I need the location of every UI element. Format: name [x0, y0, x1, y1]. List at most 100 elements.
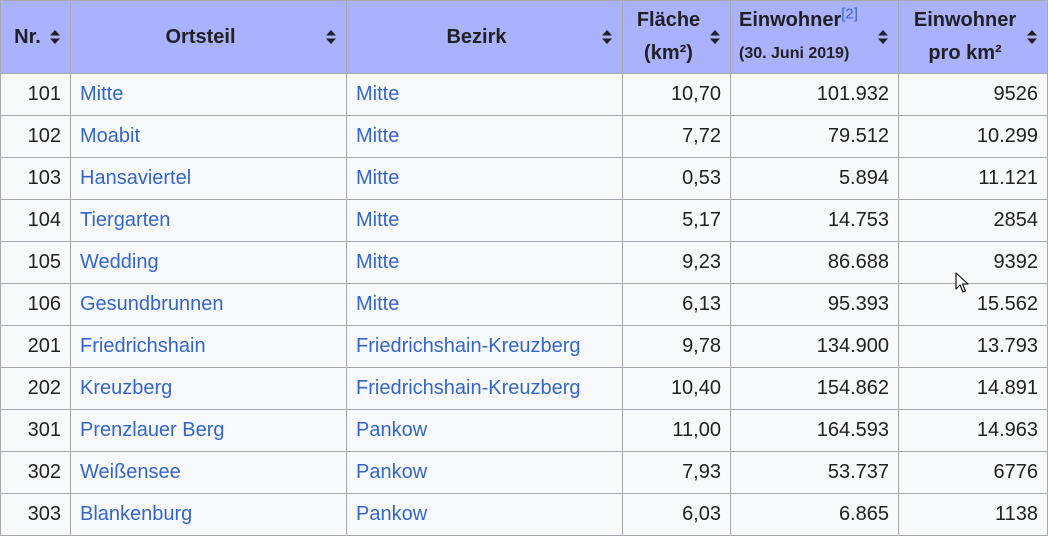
cell-dichte: 6776	[898, 451, 1048, 494]
bezirk-link[interactable]: Pankow	[356, 503, 428, 525]
cell-einwohner: 86.688	[730, 241, 899, 284]
cell-nr: 105	[0, 241, 71, 284]
column-header-label: Ortsteil	[165, 25, 236, 48]
column-header-bezirk[interactable]: Bezirk	[346, 0, 623, 74]
bezirk-link[interactable]: Pankow	[356, 419, 428, 441]
cell-flaeche: 6,13	[622, 283, 731, 326]
sort-icon[interactable]	[709, 29, 721, 45]
bezirk-link[interactable]: Mitte	[356, 83, 400, 105]
table-row: 102 Moabit Mitte 7,72 79.512 10.299	[0, 115, 1048, 158]
column-header-nr[interactable]: Nr.	[0, 0, 71, 74]
cell-ortsteil: Wedding	[70, 241, 347, 284]
ortsteil-link[interactable]: Moabit	[80, 125, 141, 147]
ortsteil-link[interactable]: Friedrichshain	[80, 335, 206, 357]
cell-flaeche: 10,40	[622, 367, 731, 410]
table-row: 106 Gesundbrunnen Mitte 6,13 95.393 15.5…	[0, 283, 1048, 326]
bezirk-link[interactable]: Friedrichshain-Kreuzberg	[356, 335, 581, 357]
table-row: 101 Mitte Mitte 10,70 101.932 9526	[0, 73, 1048, 116]
sort-icon[interactable]	[325, 29, 337, 45]
cell-nr: 302	[0, 451, 71, 494]
cell-dichte: 1138	[898, 493, 1048, 536]
table-row: 105 Wedding Mitte 9,23 86.688 9392	[0, 241, 1048, 284]
cell-nr: 101	[0, 73, 71, 116]
ortsteil-link[interactable]: Blankenburg	[80, 503, 193, 525]
cell-dichte: 15.562	[898, 283, 1048, 326]
table-row: 201 Friedrichshain Friedrichshain-Kreuzb…	[0, 325, 1048, 368]
cell-flaeche: 6,03	[622, 493, 731, 536]
bezirk-link[interactable]: Friedrichshain-Kreuzberg	[356, 377, 581, 399]
cell-nr: 102	[0, 115, 71, 158]
ortsteil-link[interactable]: Tiergarten	[80, 209, 171, 231]
cell-einwohner: 164.593	[730, 409, 899, 452]
cell-einwohner: 79.512	[730, 115, 899, 158]
cell-ortsteil: Friedrichshain	[70, 325, 347, 368]
table-row: 104 Tiergarten Mitte 5,17 14.753 2854	[0, 199, 1048, 242]
ortsteil-link[interactable]: Kreuzberg	[80, 377, 173, 399]
cell-bezirk: Mitte	[346, 241, 623, 284]
cell-flaeche: 9,23	[622, 241, 731, 284]
cell-nr: 303	[0, 493, 71, 536]
cell-dichte: 9392	[898, 241, 1048, 284]
cell-ortsteil: Hansaviertel	[70, 157, 347, 200]
table-row: 301 Prenzlauer Berg Pankow 11,00 164.593…	[0, 409, 1048, 452]
cell-bezirk: Mitte	[346, 199, 623, 242]
cell-dichte: 2854	[898, 199, 1048, 242]
column-header-label: Fläche	[636, 9, 701, 31]
ortsteil-link[interactable]: Mitte	[80, 83, 124, 105]
column-header-label: Nr.	[14, 25, 41, 48]
column-header-label: Einwohner	[739, 9, 842, 31]
bezirk-link[interactable]: Mitte	[356, 167, 400, 189]
sort-icon[interactable]	[601, 29, 613, 45]
cell-einwohner: 5.894	[730, 157, 899, 200]
cell-ortsteil: Prenzlauer Berg	[70, 409, 347, 452]
table-row: 202 Kreuzberg Friedrichshain-Kreuzberg 1…	[0, 367, 1048, 410]
footnote-reference-link[interactable]: [2]	[841, 5, 858, 23]
column-header-flaeche[interactable]: Fläche (km²)	[622, 0, 731, 74]
column-header-label: Einwohner	[913, 9, 1017, 31]
cell-bezirk: Mitte	[346, 157, 623, 200]
cell-flaeche: 10,70	[622, 73, 731, 116]
cell-einwohner: 14.753	[730, 199, 899, 242]
cell-ortsteil: Mitte	[70, 73, 347, 116]
column-header-date: (30. Juni 2019)	[739, 45, 850, 62]
ortsteil-link[interactable]: Weißensee	[80, 461, 181, 483]
cell-flaeche: 7,93	[622, 451, 731, 494]
cell-bezirk: Friedrichshain-Kreuzberg	[346, 367, 623, 410]
bezirk-link[interactable]: Mitte	[356, 251, 400, 273]
ortsteil-link[interactable]: Wedding	[80, 251, 159, 273]
cell-einwohner: 101.932	[730, 73, 899, 116]
cell-einwohner: 95.393	[730, 283, 899, 326]
sort-icon[interactable]	[49, 29, 61, 45]
cell-ortsteil: Tiergarten	[70, 199, 347, 242]
cell-nr: 104	[0, 199, 71, 242]
cell-ortsteil: Blankenburg	[70, 493, 347, 536]
column-header-dichte[interactable]: Einwohner pro km²	[898, 0, 1048, 74]
cell-dichte: 13.793	[898, 325, 1048, 368]
column-header-unit: pro km²	[928, 42, 1002, 64]
cell-ortsteil: Gesundbrunnen	[70, 283, 347, 326]
cell-ortsteil: Moabit	[70, 115, 347, 158]
cell-ortsteil: Kreuzberg	[70, 367, 347, 410]
bezirk-link[interactable]: Mitte	[356, 293, 400, 315]
cell-einwohner: 53.737	[730, 451, 899, 494]
cell-flaeche: 0,53	[622, 157, 731, 200]
column-header-label: Bezirk	[446, 25, 507, 48]
ortsteil-link[interactable]: Gesundbrunnen	[80, 293, 224, 315]
sort-icon[interactable]	[877, 29, 889, 45]
sort-icon[interactable]	[1026, 29, 1038, 45]
cell-dichte: 9526	[898, 73, 1048, 116]
cell-bezirk: Mitte	[346, 73, 623, 116]
bezirk-link[interactable]: Mitte	[356, 209, 400, 231]
column-header-einwohner[interactable]: Einwohner[2] (30. Juni 2019)	[730, 0, 899, 74]
ortsteil-link[interactable]: Prenzlauer Berg	[80, 419, 225, 441]
cell-nr: 202	[0, 367, 71, 410]
ortsteil-link[interactable]: Hansaviertel	[80, 167, 192, 189]
bezirk-link[interactable]: Pankow	[356, 461, 428, 483]
table-row: 302 Weißensee Pankow 7,93 53.737 6776	[0, 451, 1048, 494]
bezirk-link[interactable]: Mitte	[356, 125, 400, 147]
column-header-ortsteil[interactable]: Ortsteil	[70, 0, 347, 74]
cell-nr: 103	[0, 157, 71, 200]
cell-flaeche: 5,17	[622, 199, 731, 242]
cell-bezirk: Pankow	[346, 493, 623, 536]
cell-flaeche: 11,00	[622, 409, 731, 452]
